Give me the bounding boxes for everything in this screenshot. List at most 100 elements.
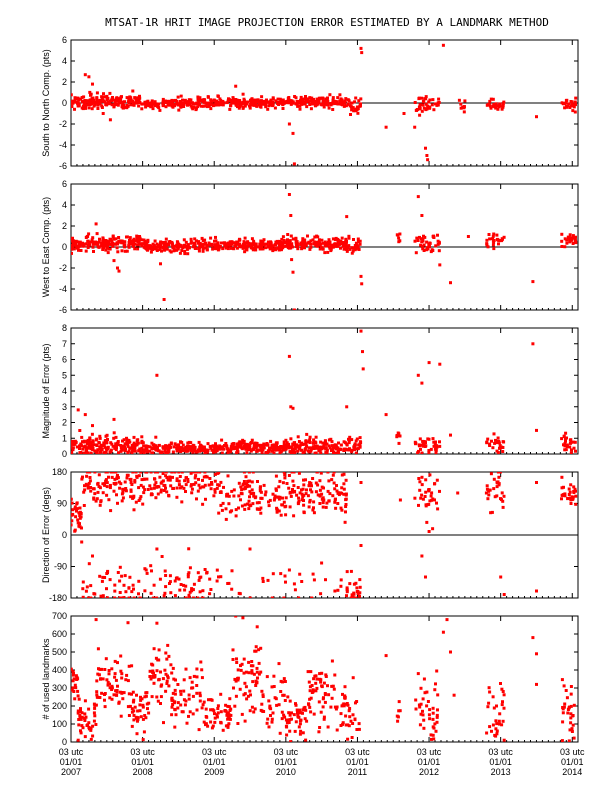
data-point	[169, 484, 173, 488]
data-point	[326, 96, 329, 100]
data-point	[235, 448, 239, 452]
data-point	[565, 445, 569, 448]
data-point	[175, 486, 179, 490]
data-point	[322, 442, 326, 446]
data-point	[295, 242, 299, 246]
y-tick-label: -90	[54, 562, 67, 572]
data-point	[217, 483, 221, 487]
data-point	[253, 442, 257, 445]
data-point	[112, 417, 116, 421]
data-point	[356, 107, 360, 111]
data-point	[136, 243, 140, 247]
data-point	[567, 706, 571, 710]
data-point	[140, 102, 144, 106]
data-point	[132, 596, 136, 598]
data-point	[146, 248, 149, 252]
data-point	[321, 241, 325, 245]
data-point	[285, 725, 289, 729]
data-point	[201, 249, 205, 253]
data-point	[353, 448, 357, 451]
data-point	[104, 441, 108, 445]
data-point	[301, 237, 305, 241]
data-point	[163, 248, 167, 252]
data-point	[117, 236, 121, 239]
data-point	[78, 506, 82, 510]
data-point	[179, 104, 183, 108]
data-point	[333, 487, 337, 491]
data-point	[320, 497, 324, 501]
data-point	[438, 444, 442, 448]
data-point	[254, 681, 258, 685]
data-point	[156, 472, 160, 474]
data-point	[345, 586, 349, 590]
x-tick-date: 01/01	[203, 757, 226, 767]
data-point	[318, 672, 322, 676]
data-point	[432, 737, 436, 741]
data-point	[106, 683, 110, 687]
data-point	[180, 446, 184, 450]
chart-title: MTSAT-1R HRIT IMAGE PROJECTION ERROR EST…	[105, 16, 549, 29]
data-point	[347, 236, 351, 240]
data-point	[275, 703, 279, 707]
x-tick-year: 2008	[133, 767, 153, 777]
data-point	[240, 662, 244, 666]
data-point	[207, 483, 211, 487]
data-point	[561, 711, 565, 715]
data-point	[226, 99, 230, 103]
data-point	[198, 242, 202, 245]
data-point	[329, 249, 333, 253]
data-point	[183, 98, 187, 102]
data-point	[131, 472, 135, 474]
data-point	[248, 104, 251, 108]
data-point	[71, 673, 75, 677]
data-point	[169, 441, 173, 445]
data-point	[221, 99, 225, 103]
data-point	[103, 95, 107, 99]
data-point	[354, 701, 357, 705]
data-point	[155, 242, 159, 246]
data-point	[208, 103, 212, 107]
data-point	[318, 479, 322, 483]
data-point	[152, 443, 155, 447]
data-point	[395, 233, 399, 237]
data-point	[294, 96, 298, 100]
data-point	[251, 680, 255, 684]
data-point	[243, 719, 247, 723]
data-point	[279, 246, 283, 250]
data-point	[218, 97, 222, 101]
data-point	[563, 237, 567, 241]
data-point	[156, 492, 160, 496]
data-point	[207, 698, 210, 702]
data-point	[150, 446, 154, 450]
data-point	[428, 473, 432, 477]
y-tick-label: 0	[62, 737, 67, 747]
data-point	[205, 571, 209, 575]
data-point	[171, 666, 175, 670]
data-point	[292, 713, 296, 717]
data-point	[276, 448, 280, 451]
data-point	[269, 707, 273, 711]
data-point	[486, 437, 490, 441]
data-point	[249, 449, 253, 453]
data-point	[353, 107, 357, 111]
data-point	[197, 483, 201, 487]
data-point	[186, 575, 190, 579]
data-point	[177, 443, 181, 447]
data-point	[91, 82, 94, 86]
data-point	[261, 695, 265, 698]
data-point	[251, 502, 255, 506]
data-point	[139, 483, 143, 487]
data-point	[87, 596, 90, 598]
data-point	[105, 485, 109, 489]
x-tick-year: 2009	[204, 767, 224, 777]
data-point	[71, 439, 75, 443]
data-point	[128, 446, 132, 450]
data-point	[75, 507, 79, 511]
data-point	[120, 492, 124, 496]
data-point	[266, 100, 270, 104]
data-point	[121, 697, 125, 701]
data-point	[418, 444, 421, 448]
data-point	[193, 247, 197, 250]
data-point	[335, 728, 339, 732]
data-point	[342, 247, 346, 251]
